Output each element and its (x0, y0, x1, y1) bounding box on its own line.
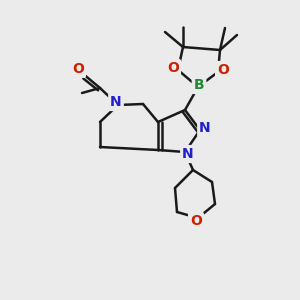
Text: O: O (217, 63, 229, 77)
Text: O: O (72, 62, 84, 76)
Text: N: N (110, 95, 122, 109)
Text: N: N (199, 121, 211, 135)
Text: O: O (167, 61, 179, 75)
Text: O: O (190, 214, 202, 228)
Text: N: N (182, 147, 194, 161)
Text: B: B (194, 78, 204, 92)
